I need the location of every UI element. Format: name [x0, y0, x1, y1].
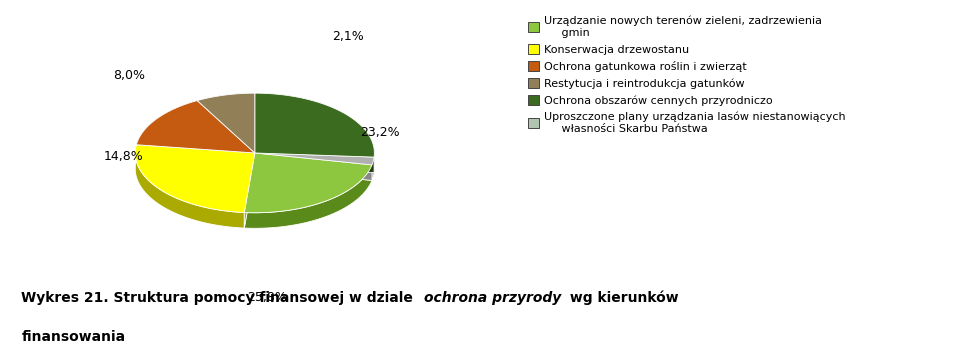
- Text: ochrona przyrody: ochrona przyrody: [423, 291, 562, 305]
- Legend: Urządzanie nowych terenów zieleni, zadrzewienia
     gmin, Konserwacja drzewosta: Urządzanie nowych terenów zieleni, zadrz…: [524, 13, 850, 137]
- Polygon shape: [197, 93, 255, 116]
- Polygon shape: [372, 157, 374, 181]
- Text: 8,0%: 8,0%: [114, 69, 145, 82]
- Text: finansowania: finansowania: [22, 330, 125, 344]
- Polygon shape: [255, 153, 372, 181]
- Polygon shape: [255, 153, 374, 173]
- Polygon shape: [136, 101, 255, 153]
- Text: wg kierunków: wg kierunków: [565, 291, 679, 305]
- Polygon shape: [244, 153, 372, 213]
- Polygon shape: [135, 145, 244, 228]
- Polygon shape: [136, 145, 255, 169]
- Polygon shape: [197, 93, 255, 153]
- Polygon shape: [244, 153, 255, 228]
- Text: 14,8%: 14,8%: [104, 150, 143, 163]
- Polygon shape: [197, 101, 255, 169]
- Polygon shape: [255, 153, 372, 181]
- Polygon shape: [136, 101, 197, 160]
- Polygon shape: [255, 153, 374, 173]
- Polygon shape: [135, 145, 255, 212]
- Polygon shape: [255, 93, 374, 173]
- Polygon shape: [244, 165, 372, 228]
- Text: 2,1%: 2,1%: [332, 30, 364, 44]
- Polygon shape: [197, 101, 255, 169]
- Text: Wykres 21. Struktura pomocy finansowej w dziale: Wykres 21. Struktura pomocy finansowej w…: [22, 291, 418, 305]
- Text: 25,8%: 25,8%: [247, 291, 287, 304]
- Polygon shape: [136, 145, 255, 169]
- Polygon shape: [244, 153, 255, 228]
- Polygon shape: [255, 93, 374, 157]
- Text: 23,2%: 23,2%: [361, 126, 400, 139]
- Polygon shape: [255, 153, 374, 165]
